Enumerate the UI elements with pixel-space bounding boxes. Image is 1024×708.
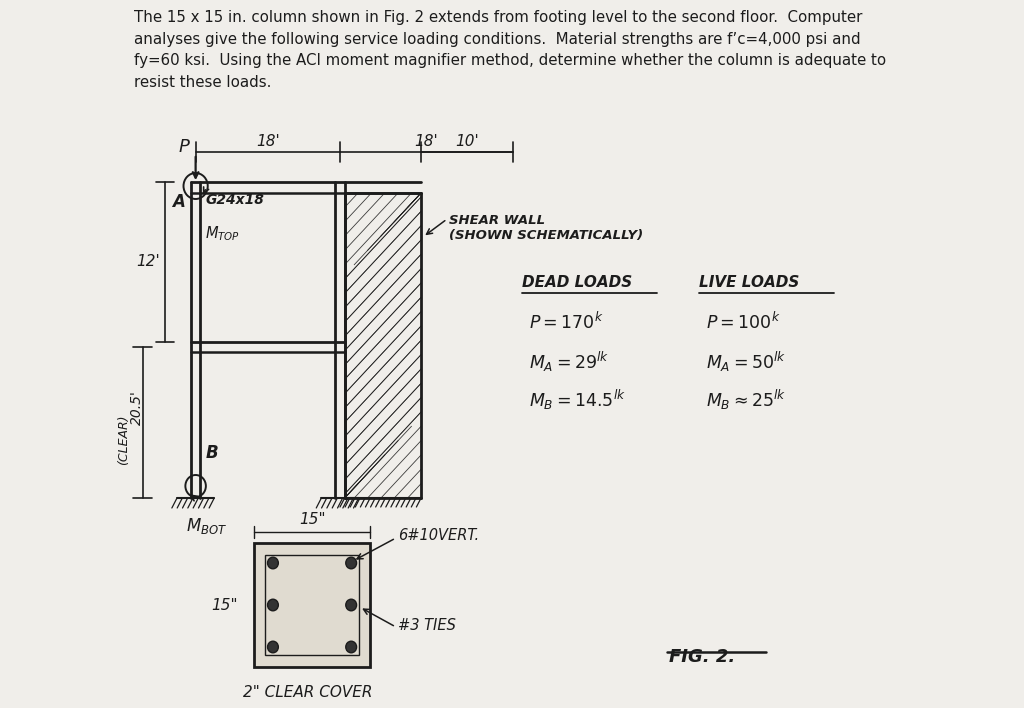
Text: $P = 100^k$: $P = 100^k$ xyxy=(707,312,780,333)
Text: 15": 15" xyxy=(211,598,238,612)
Text: (CLEAR): (CLEAR) xyxy=(118,415,130,465)
Text: A: A xyxy=(172,193,185,211)
Text: $M_B \approx 25^{lk}$: $M_B \approx 25^{lk}$ xyxy=(707,388,786,412)
Text: $M_{TOP}$: $M_{TOP}$ xyxy=(205,224,240,243)
Text: 6#10VERT.: 6#10VERT. xyxy=(397,527,479,542)
Text: $M_B = 14.5^{lk}$: $M_B = 14.5^{lk}$ xyxy=(529,388,626,412)
Text: B: B xyxy=(206,444,218,462)
Text: 10': 10' xyxy=(456,134,479,149)
Text: 18': 18' xyxy=(256,134,280,149)
Text: #3 TIES: #3 TIES xyxy=(397,617,456,632)
Text: 15": 15" xyxy=(299,512,326,527)
Text: 2" CLEAR COVER: 2" CLEAR COVER xyxy=(243,685,372,700)
Text: P: P xyxy=(178,138,189,156)
Polygon shape xyxy=(254,543,370,667)
Text: $M_A = 50^{lk}$: $M_A = 50^{lk}$ xyxy=(707,350,786,375)
Circle shape xyxy=(346,599,356,611)
Circle shape xyxy=(267,599,279,611)
Text: 12': 12' xyxy=(136,254,160,270)
Text: DEAD LOADS: DEAD LOADS xyxy=(521,275,632,290)
Text: 20.5': 20.5' xyxy=(130,391,144,426)
Text: FIG. 2.: FIG. 2. xyxy=(669,648,735,666)
Text: LIVE LOADS: LIVE LOADS xyxy=(698,275,799,290)
Text: 18': 18' xyxy=(415,134,438,149)
Text: $M_{BOT}$: $M_{BOT}$ xyxy=(186,516,227,536)
Circle shape xyxy=(267,557,279,569)
Circle shape xyxy=(346,641,356,653)
Text: $M_A = 29^{lk}$: $M_A = 29^{lk}$ xyxy=(529,350,609,375)
Text: SHEAR WALL
(SHOWN SCHEMATICALLY): SHEAR WALL (SHOWN SCHEMATICALLY) xyxy=(449,214,643,242)
Text: The 15 x 15 in. column shown in Fig. 2 extends from footing level to the second : The 15 x 15 in. column shown in Fig. 2 e… xyxy=(134,10,886,90)
Text: $P = 170^k$: $P = 170^k$ xyxy=(529,312,604,333)
Text: G24x18: G24x18 xyxy=(206,193,265,207)
Circle shape xyxy=(346,557,356,569)
Circle shape xyxy=(267,641,279,653)
